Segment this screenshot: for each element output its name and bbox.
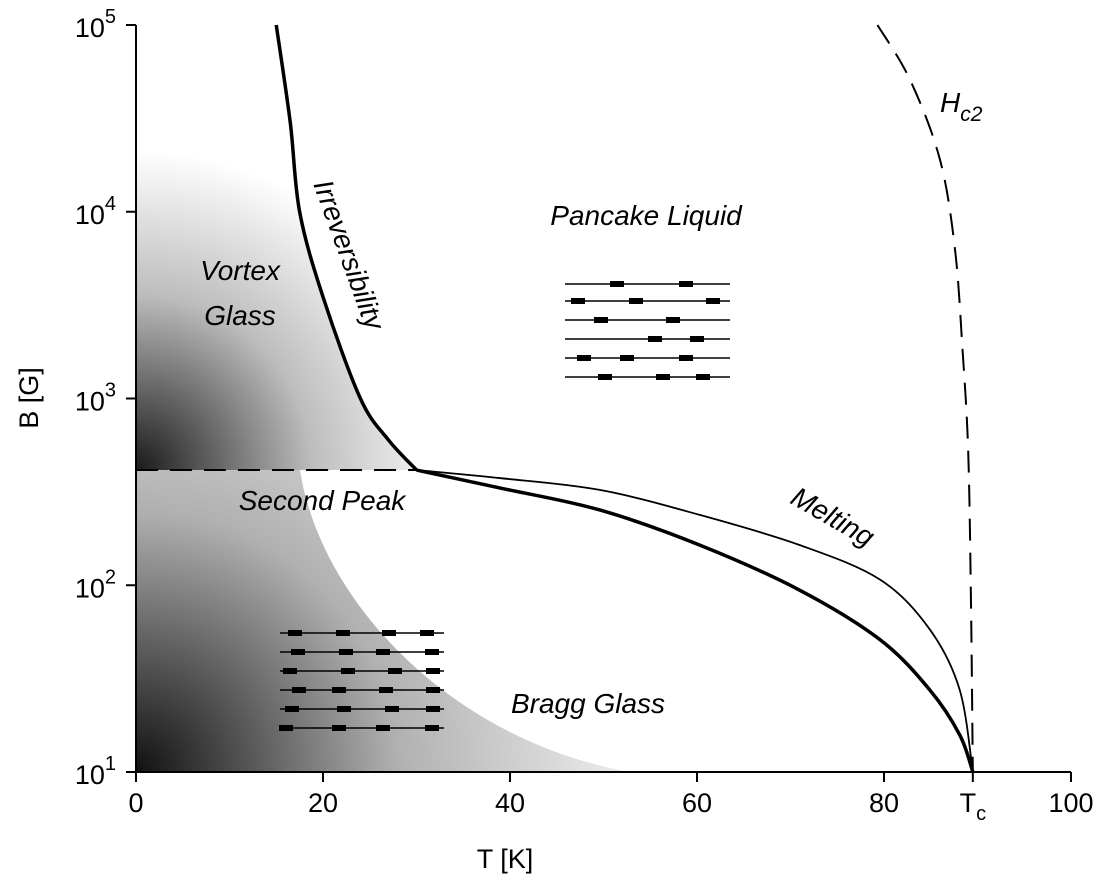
- tick-exponent: 2: [105, 566, 116, 588]
- pancake: [336, 630, 350, 636]
- pancake: [620, 355, 634, 361]
- pancake: [332, 687, 346, 693]
- tick-exponent: 5: [105, 6, 116, 28]
- pancake: [571, 298, 585, 304]
- tick-subscript: c: [976, 803, 986, 825]
- pancake: [341, 668, 355, 674]
- y-tick-label: 105: [75, 6, 116, 43]
- x-tick-label: 0: [128, 788, 143, 818]
- tick-text: T: [960, 788, 977, 818]
- vortex-shading: [136, 25, 417, 470]
- curve: [417, 470, 973, 772]
- pancake: [577, 355, 591, 361]
- y-tick-label: 103: [75, 380, 116, 417]
- pancake: [426, 706, 440, 712]
- annotation: Melting: [786, 481, 880, 553]
- annotation-text: Vortex: [200, 255, 281, 286]
- pancake: [279, 725, 293, 731]
- y-tick-label: 102: [75, 566, 116, 603]
- pancake: [291, 649, 305, 655]
- x-tick-label: Tc: [960, 788, 987, 825]
- tick-text: 10: [75, 200, 105, 230]
- y-tick-label: 104: [75, 193, 116, 230]
- annotation: Glass: [204, 300, 276, 331]
- pancake: [388, 668, 402, 674]
- pancake: [337, 706, 351, 712]
- annotation-subscript: c2: [960, 103, 983, 126]
- annotation-text: Second Peak: [239, 485, 408, 516]
- pancake: [292, 687, 306, 693]
- tick-text: 10: [75, 573, 105, 603]
- curve: [417, 470, 973, 772]
- annotation-text: Bragg Glass: [511, 688, 665, 719]
- annotation-text: H: [940, 87, 961, 118]
- pancake: [382, 630, 396, 636]
- pancake: [425, 649, 439, 655]
- pancake: [426, 668, 440, 674]
- pancake: [385, 706, 399, 712]
- pancake: [283, 668, 297, 674]
- tick-exponent: 1: [105, 753, 116, 775]
- pancake: [594, 317, 608, 323]
- pancake: [288, 630, 302, 636]
- pancake: [376, 725, 390, 731]
- pancake: [610, 281, 624, 287]
- annotation: Pancake Liquid: [550, 200, 743, 231]
- pancake: [696, 374, 710, 380]
- annotation: Vortex: [200, 255, 281, 286]
- pancake: [339, 649, 353, 655]
- x-tick-label: 40: [495, 788, 525, 818]
- pancake: [598, 374, 612, 380]
- tick-text: 10: [75, 760, 105, 790]
- pancake: [656, 374, 670, 380]
- pancake: [376, 649, 390, 655]
- x-axis-label: T [K]: [477, 844, 534, 874]
- pancake: [706, 298, 720, 304]
- pancake: [629, 298, 643, 304]
- pancake: [285, 706, 299, 712]
- tick-exponent: 4: [105, 193, 116, 215]
- annotation-text: Pancake Liquid: [550, 200, 743, 231]
- pancake: [420, 630, 434, 636]
- y-axis-label: B [G]: [14, 367, 44, 429]
- pancake: [379, 687, 393, 693]
- annotation: Hc2: [940, 87, 983, 126]
- pancake: [679, 281, 693, 287]
- pancake: [648, 336, 662, 342]
- pancake: [679, 355, 693, 361]
- pancake: [666, 317, 680, 323]
- pancake: [332, 725, 346, 731]
- tick-exponent: 3: [105, 380, 116, 402]
- x-tick-label: 80: [869, 788, 899, 818]
- annotation: Second Peak: [239, 485, 408, 516]
- pancake: [690, 336, 704, 342]
- pancake: [425, 725, 439, 731]
- y-tick-label: 101: [75, 753, 116, 790]
- annotation-text: Glass: [204, 300, 276, 331]
- tick-text: 10: [75, 387, 105, 417]
- annotation-text: Melting: [786, 481, 880, 553]
- pancake: [426, 687, 440, 693]
- x-tick-label: 20: [308, 788, 338, 818]
- annotation: Bragg Glass: [511, 688, 665, 719]
- tick-text: 10: [75, 13, 105, 43]
- x-tick-label: 100: [1048, 788, 1093, 818]
- x-tick-label: 60: [682, 788, 712, 818]
- curve: [877, 25, 972, 772]
- chart: 020406080Tc100101102103104105VortexGlass…: [0, 0, 1105, 886]
